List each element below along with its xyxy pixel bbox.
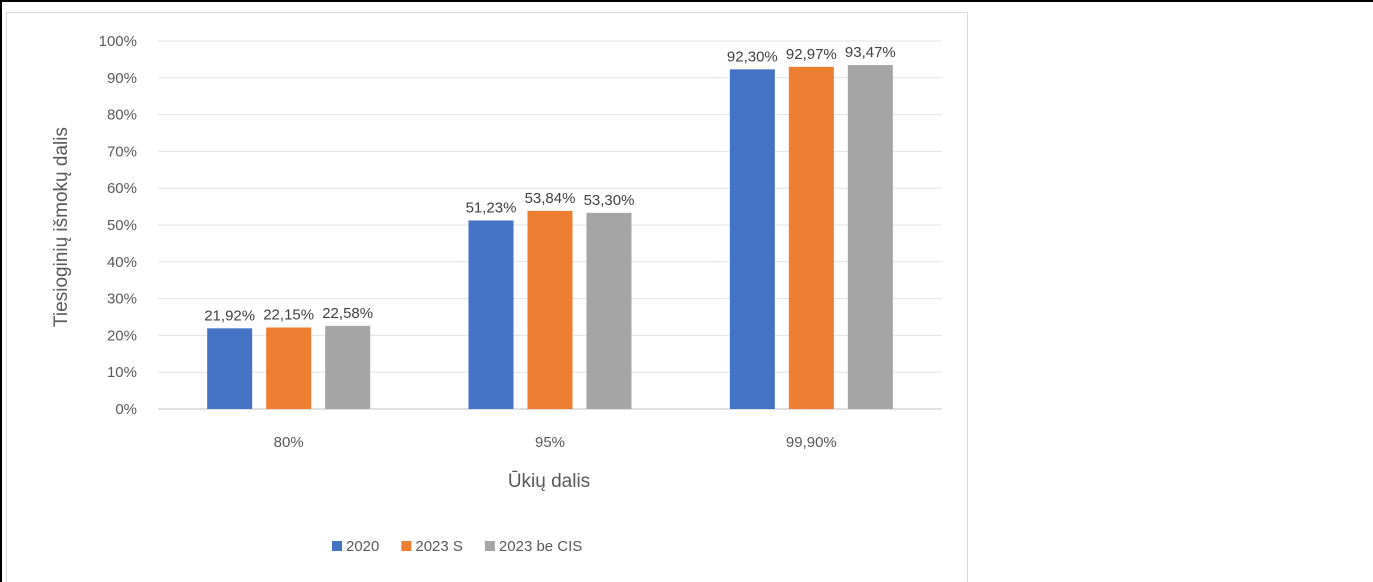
legend-swatch: [332, 541, 342, 551]
y-tick-label: 20%: [107, 327, 137, 344]
legend-label: 2020: [346, 538, 379, 555]
data-label: 21,92%: [204, 307, 255, 324]
data-label: 22,15%: [263, 306, 314, 323]
bar: [847, 65, 893, 410]
y-axis-label: Tiesioginių išmokų dalis: [51, 127, 72, 327]
data-label: 53,30%: [584, 192, 635, 209]
y-tick-label: 30%: [107, 291, 137, 308]
y-tick-label: 40%: [107, 254, 137, 271]
bar: [586, 212, 632, 409]
bar: [207, 328, 253, 409]
data-label: 51,23%: [466, 199, 517, 216]
x-axis-label: Ūkių dalis: [508, 471, 590, 492]
legend-label: 2023 S: [415, 538, 463, 555]
data-label: 92,30%: [727, 48, 778, 65]
bar: [325, 325, 371, 409]
data-label: 93,47%: [845, 44, 896, 61]
bar: [729, 69, 775, 409]
data-labels: 21,92% 22,15% 22,58% 51,23% 53,84% 53,30% 92,3…: [204, 44, 896, 324]
data-label: 22,58%: [322, 305, 373, 322]
y-tick-label: 50%: [107, 217, 137, 234]
y-tick-label: 100%: [99, 33, 137, 50]
bar: [468, 220, 514, 409]
y-tick-label: 60%: [107, 180, 137, 197]
legend-swatch: [401, 541, 412, 551]
legend: 2020 2023 S 2023 be CIS: [332, 538, 582, 555]
y-tick-label: 0%: [115, 401, 137, 418]
legend-swatch: [484, 541, 495, 551]
bars: [207, 65, 893, 410]
bar: [266, 327, 312, 409]
data-label: 92,97%: [786, 46, 837, 63]
bar: [788, 66, 834, 410]
y-tick-label: 10%: [107, 364, 137, 381]
y-axis-ticks: 0% 10% 20% 30% 40% 50% 60% 70% 80% 90% 100%: [99, 33, 137, 418]
x-axis-ticks: 80% 95% 99,90%: [274, 434, 837, 451]
x-tick-label: 99,90%: [786, 434, 837, 451]
legend-label: 2023 be CIS: [499, 538, 582, 555]
y-tick-label: 90%: [107, 70, 137, 87]
y-tick-label: 70%: [107, 143, 137, 160]
bar: [527, 210, 573, 409]
x-tick-label: 95%: [535, 434, 565, 451]
y-tick-label: 80%: [107, 107, 137, 124]
x-tick-label: 80%: [274, 434, 304, 451]
data-label: 53,84%: [525, 190, 576, 207]
